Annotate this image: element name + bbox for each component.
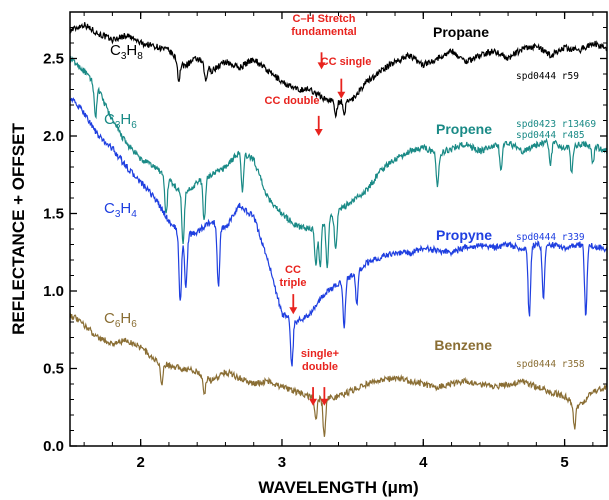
molecule-part: H <box>120 310 131 327</box>
series-name-label: Propene <box>436 121 492 137</box>
molecule-part: 6 <box>131 120 137 131</box>
series-reference-label: spd0444 r485 <box>516 130 585 141</box>
annotation-arrow-head <box>289 307 298 315</box>
molecule-part: C <box>104 111 115 128</box>
series-layer <box>69 22 608 437</box>
annotation-arrow-head <box>314 129 323 136</box>
molecule-part: 3 <box>115 209 121 220</box>
y-tick-label: 1.5 <box>43 206 64 223</box>
series-molecule-label: C3H8 <box>110 42 143 62</box>
molecule-part: H <box>126 42 137 59</box>
annotation-label: single+ <box>301 348 339 360</box>
x-tick-label: 4 <box>419 454 428 471</box>
molecule-part: 6 <box>115 319 121 330</box>
series-name-label: Propane <box>433 24 489 40</box>
molecule-part: H <box>120 111 131 128</box>
x-tick-label: 5 <box>560 454 568 471</box>
annotation-label: C–H Stretch <box>293 13 356 25</box>
series-reference-label: spd0423 r13469 <box>516 119 596 130</box>
series-molecule-label: C3H4 <box>104 200 137 220</box>
series-name-label: Propyne <box>436 227 492 243</box>
y-axis-title: REFLECTANCE + OFFSET <box>9 123 28 335</box>
y-tick-label: 0.5 <box>43 361 64 378</box>
annotation-label: double <box>302 361 338 373</box>
series-line <box>69 97 608 367</box>
y-tick-label: 2.0 <box>43 128 64 145</box>
annotation-label: CC single <box>321 56 372 68</box>
series-line <box>69 312 608 437</box>
tick-layer: 0.00.51.01.52.02.52 3 4 5 <box>43 12 607 471</box>
x-tick-label: 3 <box>278 454 286 471</box>
molecule-part: C <box>104 200 115 217</box>
annotation-label: CC <box>285 264 301 276</box>
series-line <box>69 55 608 269</box>
y-tick-label: 1.0 <box>43 283 64 300</box>
annotation-label: triple <box>280 277 307 289</box>
x-axis-title: WAVELENGTH (μm) <box>258 478 418 497</box>
annotation-arrow-head <box>337 91 346 99</box>
molecule-part: 4 <box>131 209 137 220</box>
molecule-part: H <box>120 200 131 217</box>
annotation-label: CC double <box>265 95 320 107</box>
x-tick-label: 2 <box>136 454 144 471</box>
molecule-part: 8 <box>137 51 143 62</box>
series-reference-label: spd0444 r59 <box>516 71 579 82</box>
y-tick-label: 2.5 <box>43 51 64 68</box>
molecule-part: 6 <box>131 319 137 330</box>
annotation-arrow-head <box>309 398 318 406</box>
annotation-arrow-head <box>320 398 329 406</box>
series-molecule-label: C3H6 <box>104 111 137 131</box>
molecule-part: 3 <box>121 51 127 62</box>
annotation-label: fundamental <box>291 26 356 38</box>
y-tick-label: 0.0 <box>43 438 64 455</box>
molecule-part: C <box>104 310 115 327</box>
series-reference-label: spd0444 r339 <box>516 232 585 243</box>
molecule-part: 3 <box>115 120 121 131</box>
series-name-label: Benzene <box>434 337 492 353</box>
series-line <box>69 22 608 119</box>
molecule-part: C <box>110 42 121 59</box>
annotation-arrow-head <box>317 62 326 70</box>
series-reference-label: spd0444 r358 <box>516 359 585 370</box>
series-molecule-label: C6H6 <box>104 310 137 330</box>
